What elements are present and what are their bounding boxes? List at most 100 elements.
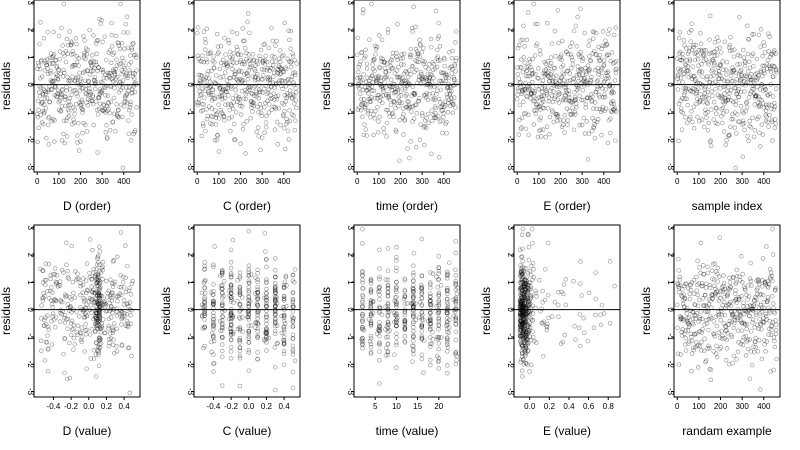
y-axis-title: residuals [479,62,493,110]
y-tick-label: 0 [26,307,35,312]
data-point [128,60,134,65]
data-point [359,102,364,107]
data-point [225,60,230,65]
data-point [606,31,611,37]
data-point [92,86,98,92]
data-point [584,80,590,86]
data-point [50,79,56,84]
data-point [107,331,113,336]
data-point [240,61,245,67]
data-point [290,385,296,391]
data-point [246,228,252,234]
data-point [434,83,439,88]
data-point [577,73,582,78]
data-point [702,336,707,342]
data-point [393,127,399,133]
data-point [577,93,582,99]
data-point [284,91,290,96]
data-point [769,293,775,299]
y-axis-title: residuals [319,287,333,335]
data-point [535,134,541,140]
data-point [220,383,225,388]
data-point [771,301,776,306]
data-point [527,73,533,79]
data-point [408,72,413,77]
data-point [548,72,553,77]
data-point [379,37,385,43]
data-point [544,124,550,129]
data-point [125,75,130,81]
data-point [222,88,227,93]
data-point [718,317,723,323]
data-point [707,37,712,42]
data-point [608,58,613,64]
data-point [118,272,123,278]
data-point [113,128,118,134]
data-point [270,80,276,86]
data-point [131,131,136,137]
y-tick-label: 1 [506,55,515,60]
data-point [210,87,216,93]
data-point [228,265,234,271]
data-point [237,59,243,65]
data-point [129,86,135,92]
data-point [246,68,251,73]
data-point [267,77,273,83]
data-point [266,45,272,51]
data-point [572,89,577,95]
data-point [559,64,564,70]
data-point [452,62,457,67]
data-point [380,100,385,106]
data-point [528,91,534,97]
data-point [97,87,103,92]
data-point [243,91,249,97]
data-point [607,27,612,32]
data-point [366,85,371,91]
data-point [524,68,530,73]
data-point [66,276,72,281]
data-point [226,37,231,43]
data-point [444,73,450,78]
data-point [101,103,107,108]
data-point [612,138,618,143]
y-tick-label: -3 [186,163,195,171]
data-point [429,44,434,50]
data-point [587,67,592,72]
data-point [246,263,252,268]
data-point [64,88,69,94]
data-point [437,44,443,49]
data-point [214,73,219,78]
data-point [424,78,430,83]
data-point [699,339,704,345]
data-point [452,82,458,88]
data-point [401,51,407,57]
x-tick-label: -0.2 [64,402,78,411]
data-point [205,59,210,65]
data-point [279,67,285,72]
data-point [369,88,375,93]
data-point [126,88,131,93]
data-point [419,273,425,279]
data-point [410,64,416,69]
data-point [564,49,569,54]
data-point [231,50,237,56]
data-point [235,96,241,101]
data-point [206,89,211,94]
data-point [451,95,457,100]
x-axis-title: randam example [682,424,772,438]
data-point [531,267,536,272]
data-point [368,99,374,104]
data-point [272,105,278,110]
data-point [553,54,558,59]
data-point [214,31,220,37]
data-point [72,78,78,84]
data-point [536,66,541,71]
data-point [529,72,535,77]
data-point [380,85,386,90]
data-point [519,125,524,130]
x-tick-label: 0.8 [603,402,615,411]
data-point [767,266,773,272]
data-point [59,25,64,31]
y-tick-label: 2 [346,28,355,33]
x-tick-label: 100 [52,177,66,186]
